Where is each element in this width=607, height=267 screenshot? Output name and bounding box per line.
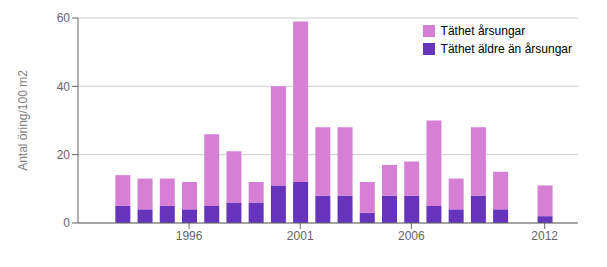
svg-text:40: 40: [57, 80, 71, 94]
svg-text:2006: 2006: [398, 229, 425, 243]
html-text:Täthet årsungar: Täthet årsungar: [440, 24, 526, 38]
svg-text:2001: 2001: [287, 229, 314, 243]
svg-text:1996: 1996: [176, 229, 203, 243]
html-text:Täthet äldre än årsungar: Täthet äldre än årsungar: [440, 42, 572, 56]
svg-text:2012: 2012: [531, 229, 558, 243]
svg-text:60: 60: [57, 11, 71, 25]
svg-text:20: 20: [57, 148, 71, 162]
svg-text:Antal öring/100 m2: Antal öring/100 m2: [16, 70, 30, 171]
svg-text:0: 0: [63, 216, 70, 230]
